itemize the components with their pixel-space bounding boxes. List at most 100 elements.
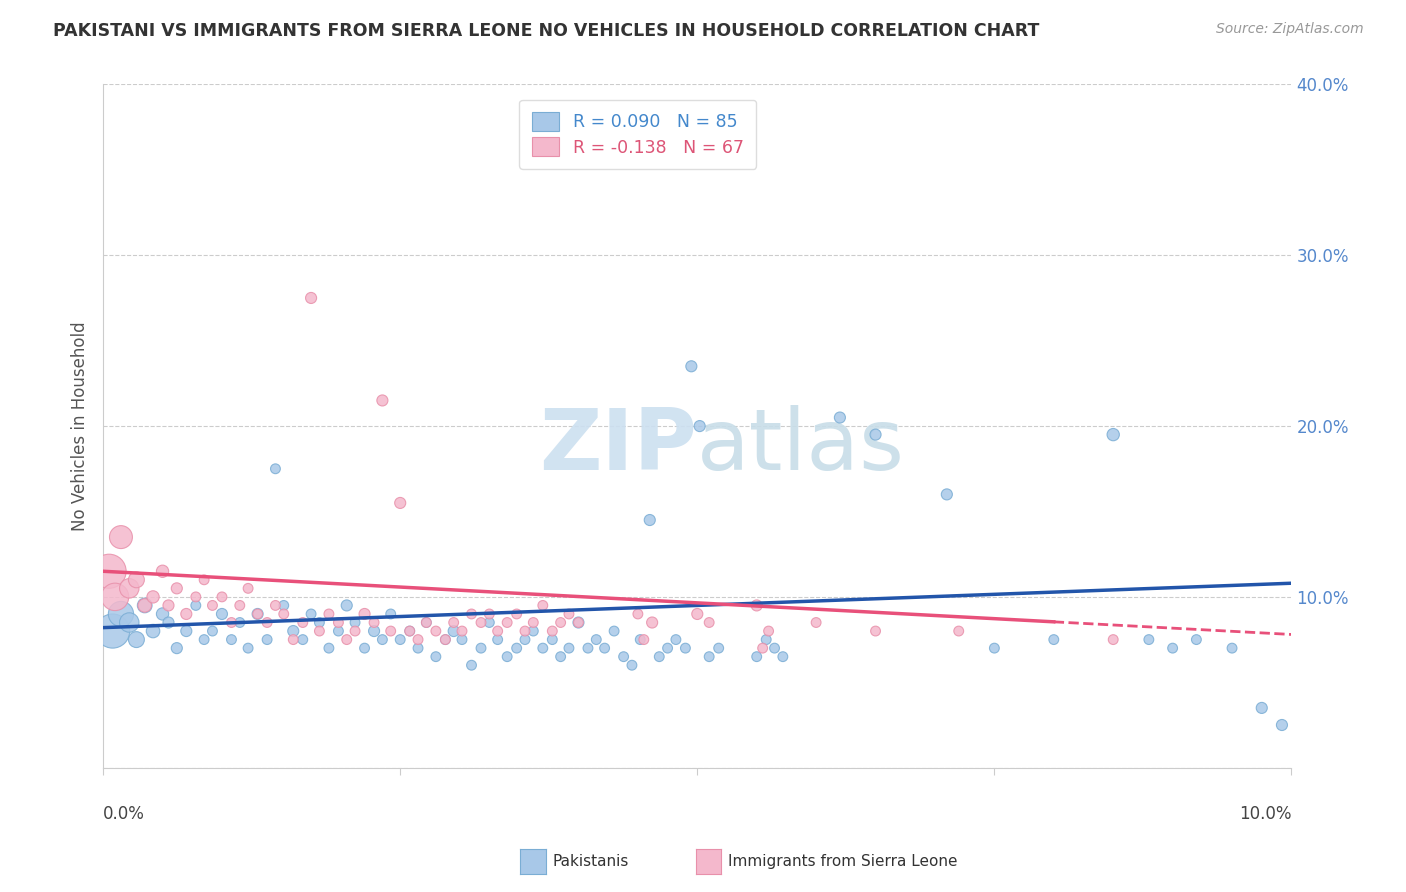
- Point: [264, 599, 287, 613]
- Text: 10.0%: 10.0%: [1239, 805, 1292, 823]
- Text: Source: ZipAtlas.com: Source: ZipAtlas.com: [1216, 22, 1364, 37]
- Point: [558, 641, 581, 656]
- Point: [558, 607, 581, 621]
- Point: [541, 632, 564, 647]
- Point: [633, 632, 655, 647]
- Point: [451, 624, 474, 638]
- Point: [478, 615, 501, 630]
- Point: [166, 641, 188, 656]
- Point: [336, 599, 359, 613]
- Point: [567, 615, 589, 630]
- Point: [344, 615, 367, 630]
- Point: [256, 615, 278, 630]
- Point: [398, 624, 420, 638]
- Point: [166, 582, 188, 596]
- Point: [576, 641, 599, 656]
- Point: [229, 599, 252, 613]
- Point: [1185, 632, 1208, 647]
- Point: [363, 624, 385, 638]
- Point: [176, 607, 198, 621]
- Point: [246, 607, 269, 621]
- Point: [328, 624, 350, 638]
- Point: [707, 641, 730, 656]
- Point: [603, 624, 626, 638]
- Point: [673, 641, 696, 656]
- Point: [211, 590, 233, 604]
- Point: [425, 649, 447, 664]
- Point: [344, 624, 367, 638]
- Point: [125, 573, 148, 587]
- Point: [118, 582, 141, 596]
- Point: [1220, 641, 1243, 656]
- Point: [443, 615, 465, 630]
- Point: [585, 632, 607, 647]
- Point: [460, 607, 482, 621]
- Point: [550, 615, 572, 630]
- Point: [983, 641, 1005, 656]
- Point: [755, 632, 778, 647]
- Point: [211, 607, 233, 621]
- Point: [256, 632, 278, 647]
- Point: [935, 487, 957, 501]
- Point: [763, 641, 786, 656]
- Point: [328, 615, 350, 630]
- Point: [665, 632, 688, 647]
- Point: [371, 393, 394, 408]
- Point: [745, 599, 768, 613]
- Point: [522, 624, 544, 638]
- Point: [389, 632, 412, 647]
- Point: [415, 615, 437, 630]
- Legend: R = 0.090   N = 85, R = -0.138   N = 67: R = 0.090 N = 85, R = -0.138 N = 67: [519, 100, 756, 169]
- Point: [353, 641, 375, 656]
- Point: [201, 624, 224, 638]
- Point: [104, 590, 127, 604]
- Point: [689, 419, 711, 434]
- Point: [496, 615, 519, 630]
- Point: [513, 624, 536, 638]
- Point: [308, 615, 330, 630]
- Point: [336, 632, 359, 647]
- Point: [283, 624, 305, 638]
- Point: [134, 599, 156, 613]
- Point: [865, 427, 887, 442]
- Point: [264, 462, 287, 476]
- Point: [697, 615, 720, 630]
- Point: [505, 607, 527, 621]
- Y-axis label: No Vehicles in Household: No Vehicles in Household: [72, 321, 89, 531]
- Point: [176, 624, 198, 638]
- Point: [273, 607, 295, 621]
- Point: [157, 615, 180, 630]
- Point: [110, 607, 132, 621]
- Point: [398, 624, 420, 638]
- Point: [221, 615, 243, 630]
- Point: [478, 607, 501, 621]
- Point: [828, 410, 851, 425]
- Point: [505, 641, 527, 656]
- Point: [627, 607, 650, 621]
- Point: [353, 607, 375, 621]
- Point: [221, 632, 243, 647]
- Point: [1161, 641, 1184, 656]
- Point: [236, 641, 259, 656]
- Point: [531, 641, 554, 656]
- Point: [470, 615, 492, 630]
- Point: [134, 599, 156, 613]
- Point: [318, 641, 340, 656]
- Point: [513, 632, 536, 647]
- Point: [101, 624, 124, 638]
- Point: [486, 624, 509, 638]
- Point: [648, 649, 671, 664]
- Point: [434, 632, 457, 647]
- Point: [460, 658, 482, 673]
- Point: [593, 641, 616, 656]
- Point: [236, 582, 259, 596]
- Point: [745, 649, 768, 664]
- Point: [1042, 632, 1064, 647]
- Point: [1102, 632, 1125, 647]
- Point: [118, 615, 141, 630]
- Text: Pakistanis: Pakistanis: [553, 855, 628, 869]
- Point: [299, 291, 322, 305]
- Point: [142, 624, 165, 638]
- Text: atlas: atlas: [697, 405, 905, 488]
- Point: [425, 624, 447, 638]
